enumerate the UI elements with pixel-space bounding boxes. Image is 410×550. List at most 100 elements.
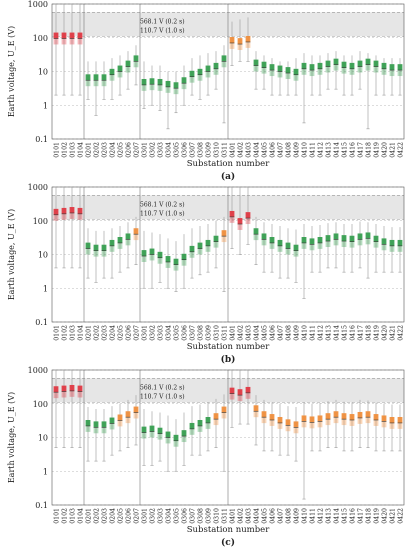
box-lower [237,44,243,51]
box-upper [117,414,123,421]
box-upper [261,233,267,240]
x-tick-label: 0303 [158,142,165,158]
box-lower [285,248,291,255]
x-tick-label: 0305 [174,325,181,341]
x-tick-label: 0103 [70,508,77,524]
x-tick-label: 0308 [198,325,205,341]
x-tick-label: 0103 [70,142,77,158]
box-upper [357,60,363,67]
box-lower [69,38,75,45]
box-lower [93,427,99,434]
box-upper [357,233,363,240]
x-tick-label: 0104 [78,508,85,524]
x-tick-label: 0405 [262,325,269,341]
x-tick-label: 0306 [182,142,189,158]
box-upper [397,416,403,423]
x-tick-label: 0402 [238,325,245,341]
x-tick-label: 0101 [54,325,61,341]
box-lower [165,86,171,93]
box-upper [61,385,67,392]
box-lower [381,244,387,251]
box-lower [301,242,307,249]
y-axis-label: Earth voltage, U_E (V) [7,392,16,483]
x-tick-label: 0406 [270,142,277,158]
box-lower [389,422,395,429]
x-tick-label: 0409 [294,508,301,524]
box-upper [333,58,339,65]
box-upper [309,416,315,423]
x-tick-label: 0204 [110,142,117,158]
box-upper [53,32,59,39]
y-axis-label: Earth voltage, U_E (V) [7,209,16,300]
box-upper [325,413,331,420]
box-upper [301,415,307,422]
box-upper [253,405,259,412]
box-upper [197,242,203,249]
box-upper [245,212,251,219]
box-upper [205,239,211,246]
box-lower [157,433,163,440]
box-lower [341,419,347,426]
box-lower [357,66,363,73]
box-lower [109,74,115,81]
x-tick-label: 0310 [214,508,221,524]
box-lower [189,76,195,83]
x-tick-label: 0404 [254,325,261,341]
box-upper [93,244,99,251]
x-tick-label: 0301 [142,142,149,158]
box-upper [397,239,403,246]
x-tick-label: 0415 [342,325,349,341]
x-tick-label: 0206 [126,142,133,158]
box-upper [93,74,99,81]
x-tick-label: 0421 [390,325,397,341]
x-tick-label: 0411 [310,325,317,341]
box-lower [325,419,331,426]
threshold-label: 568.1 V (0.2 s) [140,201,185,208]
box-lower [229,393,235,400]
x-tick-label: 0402 [238,508,245,524]
box-lower [269,242,275,249]
box-upper [381,62,387,69]
box-upper [149,425,155,432]
x-tick-label: 0304 [166,508,173,524]
box-upper [285,242,291,249]
box-upper [189,245,195,252]
box-lower [157,84,163,91]
box-lower [133,61,139,68]
x-tick-label: 0203 [102,142,109,158]
x-tick-label: 0202 [94,142,101,158]
box-upper [237,389,243,396]
box-upper [341,413,347,420]
x-tick-label: 0408 [286,142,293,158]
box-upper [349,414,355,421]
box-upper [261,61,267,68]
box-upper [133,55,139,62]
x-tick-label: 0402 [238,142,245,158]
x-tick-label: 0206 [126,325,133,341]
box-lower [301,421,307,428]
box-upper [349,62,355,69]
box-upper [221,230,227,237]
x-tick-label: 0409 [294,142,301,158]
box-lower [141,256,147,262]
x-tick-label: 0418 [366,508,373,524]
x-axis-label: Substation number [187,159,270,169]
x-tick-label: 0204 [110,325,117,341]
x-tick-label: 0406 [270,325,277,341]
x-tick-label: 0309 [206,142,213,158]
x-tick-label: 0412 [318,325,325,341]
x-tick-label: 0420 [382,325,389,341]
x-tick-label: 0404 [254,508,261,524]
x-tick-label: 0407 [278,325,285,341]
y-tick-label: 10 [38,68,48,77]
x-tick-label: 0308 [198,142,205,158]
x-tick-label: 0301 [142,325,149,341]
box-upper [165,80,171,87]
box-upper [141,78,147,85]
box-upper [277,65,283,72]
box-upper [293,421,299,428]
box-upper [389,416,395,423]
x-tick-label: 0304 [166,325,173,341]
box-upper [317,62,323,69]
box-upper [269,64,275,71]
